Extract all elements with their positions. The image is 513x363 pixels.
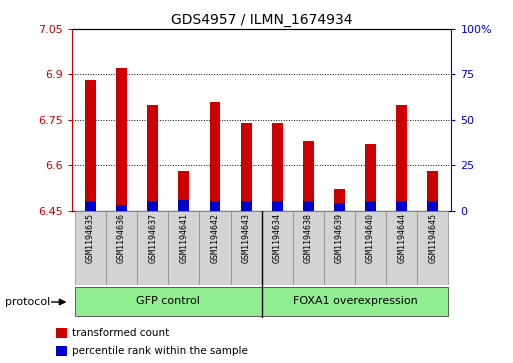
Bar <box>55 346 67 356</box>
Text: GSM1194637: GSM1194637 <box>148 213 157 263</box>
Bar <box>137 211 168 285</box>
Bar <box>386 211 417 285</box>
Text: GFP control: GFP control <box>136 296 200 306</box>
Text: GSM1194638: GSM1194638 <box>304 213 313 263</box>
Bar <box>168 211 200 285</box>
Bar <box>200 211 230 285</box>
Bar <box>334 203 345 211</box>
Text: percentile rank within the sample: percentile rank within the sample <box>72 346 248 356</box>
Bar <box>303 201 314 211</box>
Text: GSM1194634: GSM1194634 <box>273 213 282 263</box>
Bar <box>241 201 251 211</box>
Bar <box>355 211 386 285</box>
Bar <box>241 123 251 201</box>
Text: GSM1194645: GSM1194645 <box>428 213 437 263</box>
Title: GDS4957 / ILMN_1674934: GDS4957 / ILMN_1674934 <box>171 13 352 26</box>
Text: GSM1194644: GSM1194644 <box>397 213 406 263</box>
Bar <box>293 211 324 285</box>
Bar <box>179 200 189 211</box>
Text: GSM1194640: GSM1194640 <box>366 213 375 263</box>
Bar <box>396 105 407 201</box>
Bar <box>262 211 293 285</box>
Bar <box>116 68 127 205</box>
Bar <box>303 141 314 201</box>
Bar <box>334 189 345 203</box>
Bar <box>365 144 376 201</box>
Text: GSM1194635: GSM1194635 <box>86 213 95 263</box>
Bar <box>324 211 355 285</box>
Bar <box>85 201 96 211</box>
Bar <box>116 205 127 211</box>
Text: GSM1194636: GSM1194636 <box>117 213 126 263</box>
Text: transformed count: transformed count <box>72 328 169 338</box>
Bar <box>230 211 262 285</box>
Bar <box>365 201 376 211</box>
Bar <box>75 287 262 316</box>
Bar <box>396 201 407 211</box>
Text: protocol: protocol <box>5 297 50 307</box>
Bar <box>417 211 448 285</box>
Text: GSM1194639: GSM1194639 <box>335 213 344 263</box>
Bar <box>85 81 96 201</box>
Text: GSM1194641: GSM1194641 <box>180 213 188 263</box>
Bar <box>272 123 283 201</box>
Bar <box>179 171 189 200</box>
Bar <box>106 211 137 285</box>
Bar <box>272 201 283 211</box>
Bar <box>75 211 106 285</box>
Bar <box>427 171 438 201</box>
Text: GSM1194643: GSM1194643 <box>242 213 250 263</box>
Bar <box>209 102 221 201</box>
Bar <box>55 328 67 338</box>
Bar <box>209 201 221 211</box>
Bar <box>147 201 158 211</box>
Bar <box>147 105 158 201</box>
Text: FOXA1 overexpression: FOXA1 overexpression <box>292 296 418 306</box>
Text: GSM1194642: GSM1194642 <box>210 213 220 263</box>
Bar <box>427 201 438 211</box>
Bar <box>262 287 448 316</box>
